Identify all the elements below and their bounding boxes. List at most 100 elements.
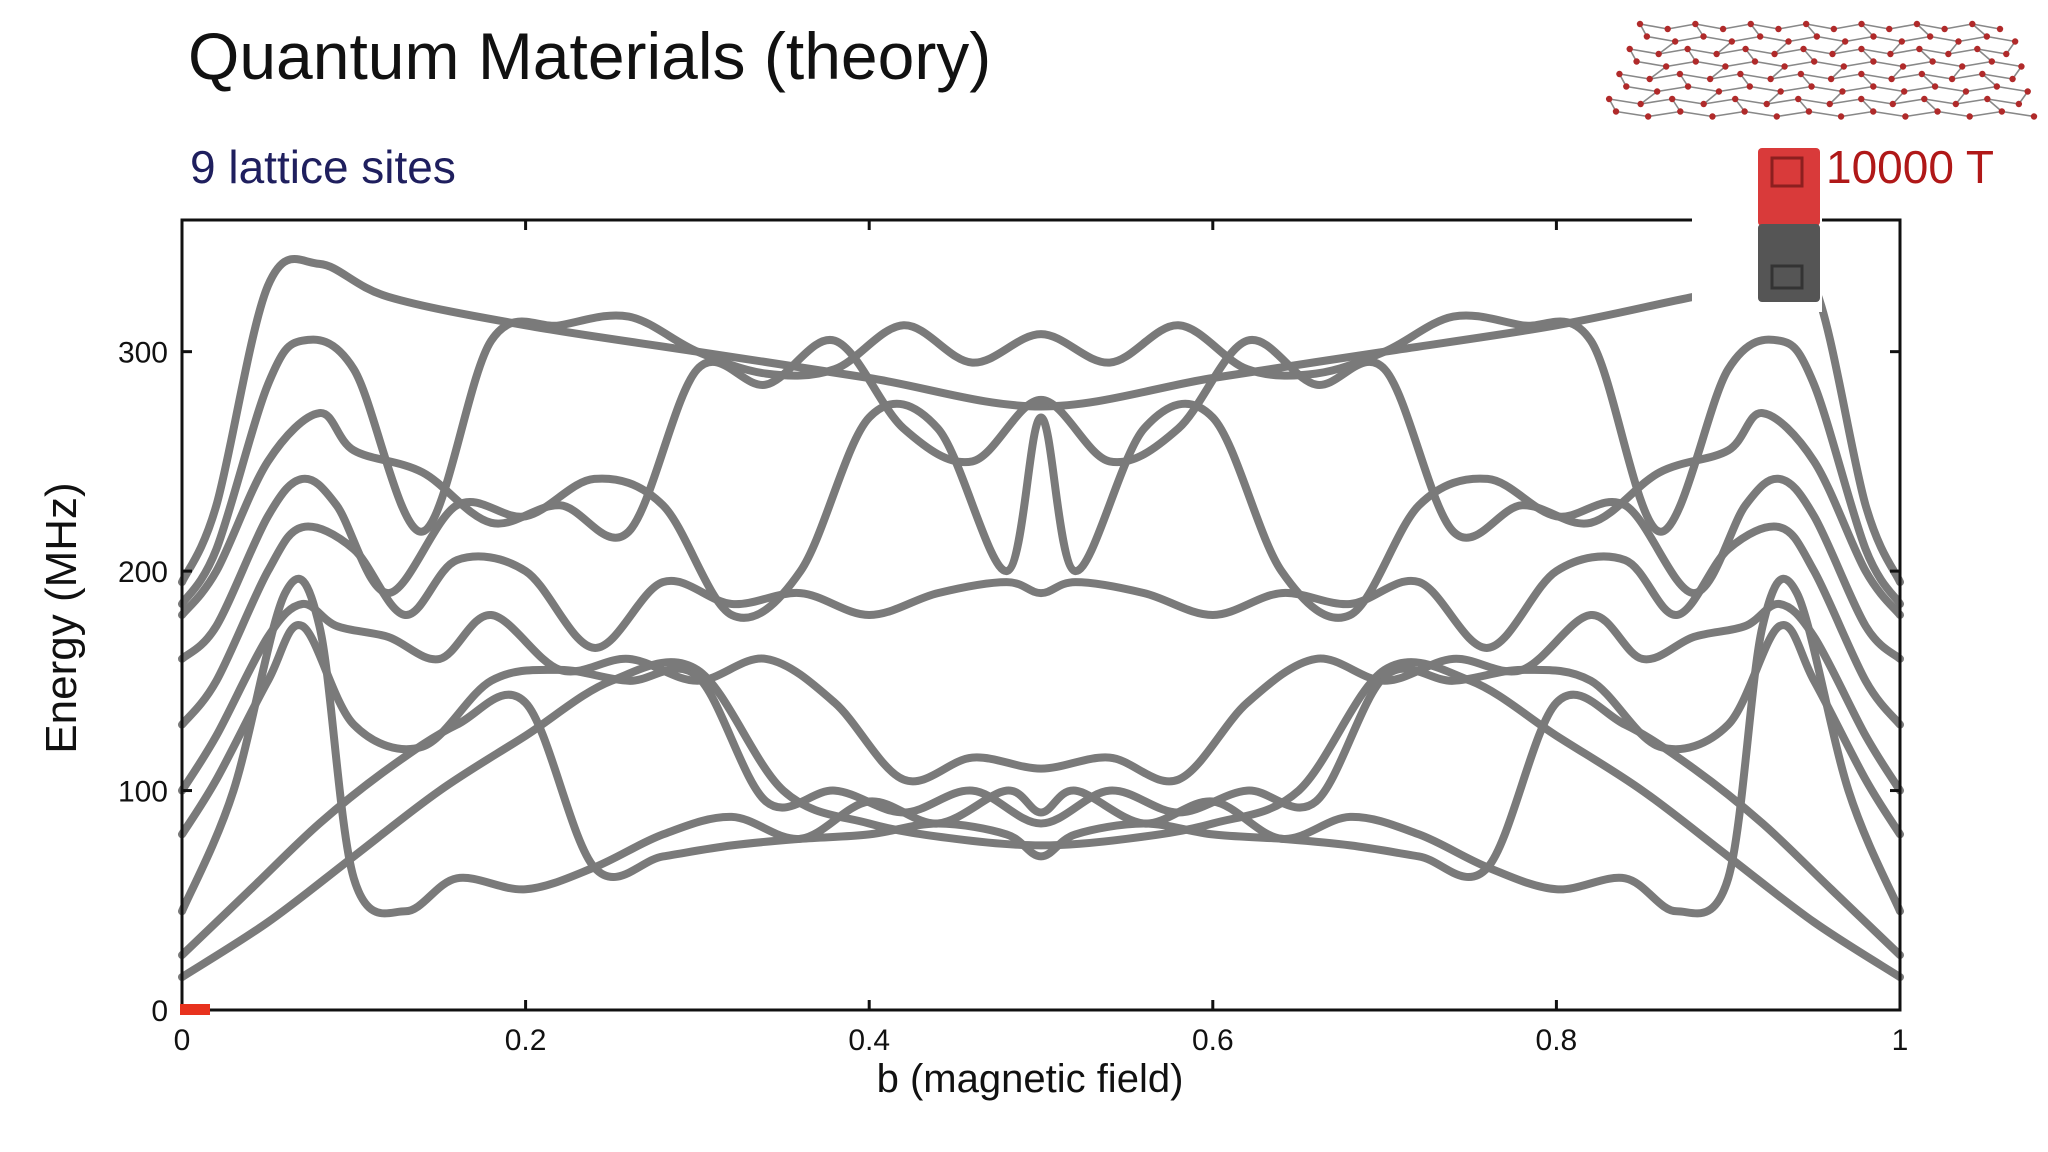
lattice-site (1979, 70, 1986, 78)
lattice-bond (1987, 98, 2019, 105)
lattice-site (1858, 45, 1865, 53)
lattice-bond (1709, 65, 1726, 80)
lattice-site (1662, 63, 1670, 70)
lattice-bond (1774, 48, 1804, 55)
lattice-bond (1695, 23, 1724, 30)
lattice-site (1644, 113, 1652, 120)
lattice-bond (1788, 35, 1817, 43)
lattice-bond (1843, 60, 1874, 68)
lattice-site (1959, 63, 1966, 70)
lattice-bond (1703, 90, 1720, 105)
lattice-bond (1965, 85, 1997, 93)
lattice-bond (1731, 35, 1761, 43)
lattice-site (1921, 95, 1928, 103)
lattice-bond (1740, 73, 1771, 80)
bar-magnet-icon (1692, 148, 1822, 312)
lattice-site (1795, 95, 1802, 103)
lattice-site (1800, 45, 1807, 53)
lattice-site (1837, 113, 1845, 120)
lattice-site (1626, 45, 1633, 53)
x-tick-label: 0 (174, 1024, 191, 1057)
lattice-bond (1916, 23, 1945, 30)
honeycomb-lattice-icon (1605, 20, 2038, 120)
lattice-bond (1977, 48, 2007, 55)
lattice-bond (1982, 73, 2013, 80)
lattice-site (1612, 108, 1620, 115)
energy-level-curve-2 (178, 311, 1904, 608)
lattice-bond (1969, 110, 2002, 118)
lattice-site (1948, 75, 1956, 83)
lattice-site (1900, 88, 1908, 95)
lattice-site (2024, 88, 2031, 95)
lattice-bond (1784, 60, 1815, 68)
lattice-bond (1951, 73, 1983, 80)
lattice-bond (1710, 73, 1741, 80)
lattice-bond (1619, 73, 1650, 80)
chart-axes: 0 0.2 0.4 0.6 0.8 1 0 100 200 300 (118, 218, 1908, 1057)
lattice-site (1719, 25, 1727, 33)
lattice-bond (1972, 23, 2001, 30)
lattice-site (1887, 50, 1894, 58)
lattice-bond (1873, 85, 1905, 93)
energy-level-curve-10 (178, 658, 1904, 982)
lattice-site (1802, 20, 1810, 28)
current-field-marker (180, 1004, 210, 1015)
lattice-site (1984, 95, 1991, 103)
lattice-bond (1873, 110, 1906, 118)
lattice-bond (1658, 48, 1688, 55)
lattice-bond (1766, 98, 1799, 105)
lattice-site (1888, 75, 1895, 83)
lattice-site (1870, 58, 1877, 65)
lattice-bond (1712, 110, 1745, 118)
lattice-bond (1845, 35, 1874, 43)
magnetic-field-label: 10000 T (1826, 141, 1994, 193)
lattice-bond (1924, 98, 1956, 105)
lattice-site (1839, 88, 1846, 95)
lattice-site (1827, 75, 1835, 83)
lattice-bond (1649, 65, 1667, 80)
lattice-sites-subtitle: 9 lattice sites (190, 141, 456, 193)
lattice-site (1741, 108, 1748, 115)
lattice-site (1918, 70, 1926, 78)
lattice-bond (1680, 110, 1713, 118)
lattice-site (1962, 88, 1970, 95)
lattice-site (1998, 108, 2006, 115)
energy-level-curve-7 (178, 621, 1904, 839)
lattice-site (1700, 33, 1707, 40)
x-tick-label: 0.8 (1536, 1024, 1578, 1057)
lattice-site (1805, 108, 1813, 115)
lattice-bond (1744, 110, 1777, 118)
lattice-site (1781, 63, 1788, 70)
y-tick-label: 200 (118, 556, 168, 589)
energy-level-curve-4 (178, 399, 1904, 663)
lattice-site (1692, 58, 1699, 65)
lattice-bond (1770, 73, 1802, 80)
lattice-site (1870, 33, 1877, 40)
lattice-bond (1649, 73, 1681, 80)
lattice-bond (1687, 48, 1717, 55)
lattice-bond (1892, 98, 1925, 105)
lattice-site (1955, 38, 1962, 45)
lattice-site (1969, 20, 1976, 28)
lattice-bond (1626, 85, 1658, 93)
lattice-site (1751, 58, 1759, 65)
x-tick-label: 0.4 (848, 1024, 890, 1057)
lattice-bond (1718, 85, 1750, 93)
lattice-bond (1891, 73, 1922, 80)
lattice-site (1797, 70, 1805, 78)
energy-level-curve-5 (178, 522, 1904, 729)
x-axis-label: b (magnetic field) (877, 1057, 1184, 1101)
lattice-site (1664, 25, 1671, 33)
lattice-site (1775, 25, 1782, 33)
lattice-bond (1629, 48, 1659, 55)
lattice-bond (1703, 98, 1736, 105)
lattice-bond (1890, 48, 1920, 55)
lattice-bond (1648, 110, 1681, 118)
lattice-site (1830, 25, 1838, 33)
lattice-bond (1814, 60, 1844, 68)
lattice-bond (1948, 48, 1978, 55)
lattice-site (1773, 113, 1780, 120)
lattice-bond (1889, 23, 1918, 30)
lattice-bond (1811, 85, 1843, 93)
lattice-bond (1750, 23, 1779, 30)
